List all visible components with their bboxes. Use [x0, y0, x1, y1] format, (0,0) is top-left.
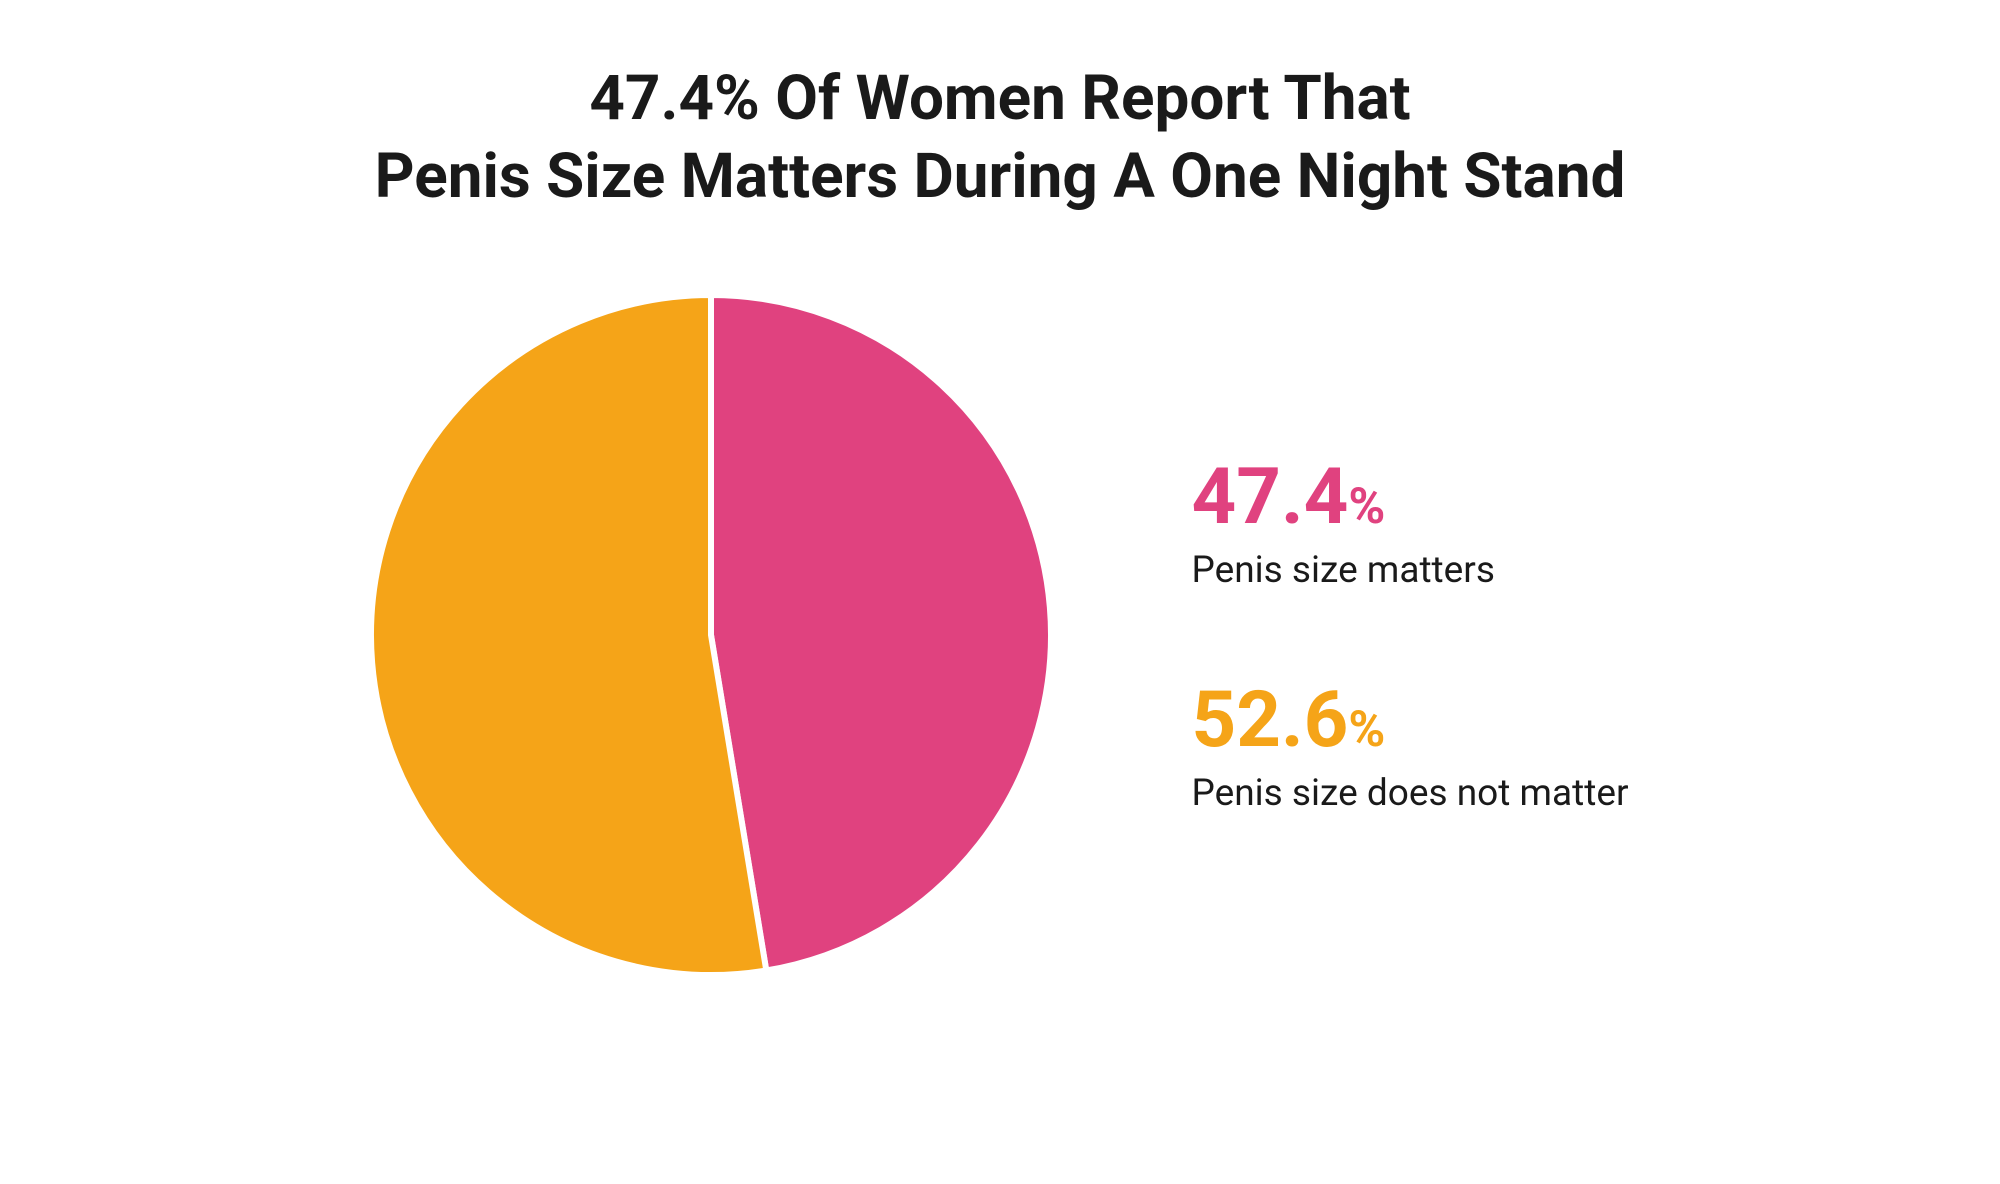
pie-slice — [371, 295, 766, 975]
legend-percent-notmatter: 52.6% — [1191, 682, 1628, 760]
pie-slice — [711, 295, 1051, 970]
legend: 47.4% Penis size matters 52.6% Penis siz… — [1191, 459, 1628, 815]
pie-svg — [371, 295, 1051, 975]
chart-title: 47.4% Of Women Report That Penis Size Ma… — [375, 60, 1626, 215]
chart-title-line2: Penis Size Matters During A One Night St… — [375, 138, 1626, 216]
chart-content: 47.4% Penis size matters 52.6% Penis siz… — [371, 295, 1628, 979]
chart-title-line1: 47.4% Of Women Report That — [375, 60, 1626, 138]
legend-label-notmatter: Penis size does not matter — [1191, 772, 1628, 815]
legend-item-notmatter: 52.6% Penis size does not matter — [1191, 682, 1628, 815]
legend-pctsign-matters: % — [1348, 478, 1385, 536]
legend-label-matters: Penis size matters — [1191, 549, 1628, 592]
legend-pctsign-notmatter: % — [1348, 701, 1385, 759]
legend-percent-matters: 47.4% — [1191, 459, 1628, 537]
legend-num-notmatter: 52.6 — [1191, 675, 1348, 766]
legend-item-matters: 47.4% Penis size matters — [1191, 459, 1628, 592]
legend-num-matters: 47.4 — [1191, 452, 1348, 543]
pie-chart — [371, 295, 1051, 979]
